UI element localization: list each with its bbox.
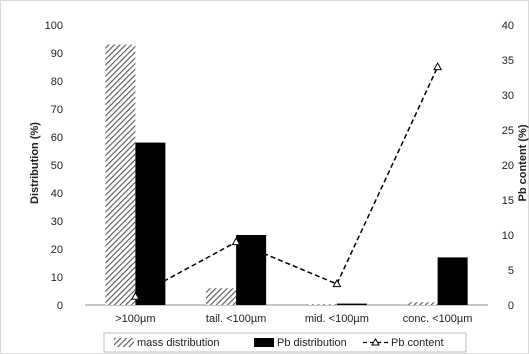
point-pb-content-tail-100-m xyxy=(231,236,241,246)
legend-box xyxy=(103,332,467,353)
bar-mass-distribution-conc-100-m xyxy=(407,302,438,305)
left-tick-label: 30 xyxy=(51,216,63,228)
legend-label-pb-content: Pb content xyxy=(391,337,444,349)
x-tick-label: >100µm xyxy=(115,313,155,325)
bars xyxy=(105,44,468,305)
right-tick-label: 30 xyxy=(502,90,514,102)
left-tick-label: 100 xyxy=(45,20,63,32)
right-tick-label: 5 xyxy=(508,265,514,277)
legend-swatch-pb-distribution xyxy=(254,338,274,347)
x-axis-ticks: >100µm tail. <100µm mid. <100µm conc. <100µ… xyxy=(115,313,472,325)
x-tick-label: conc. <100µm xyxy=(403,313,473,325)
x-tick-label: mid. <100µm xyxy=(305,313,369,325)
legend-label-mass-distribution: mass distribution xyxy=(137,337,220,349)
x-tick-label: tail. <100µm xyxy=(206,313,266,325)
right-tick-label: 15 xyxy=(502,195,514,207)
bar-pb-distribution-tail-100-m xyxy=(236,235,267,305)
left-tick-label: 80 xyxy=(51,76,63,88)
right-tick-label: 0 xyxy=(508,300,514,312)
legend-swatch-mass-distribution xyxy=(114,338,134,347)
right-tick-label: 35 xyxy=(502,55,514,67)
left-tick-label: 50 xyxy=(51,160,63,172)
bar-pb-distribution-mid-100-m xyxy=(336,303,367,305)
bar-mass-distribution-mid-100-m xyxy=(306,304,337,305)
right-axis-title: Pb content (%) xyxy=(517,124,529,201)
bar-mass-distribution-100-m xyxy=(105,44,136,305)
right-tick-label: 10 xyxy=(502,230,514,242)
bar-pb-distribution-100-m xyxy=(135,142,166,305)
left-tick-label: 20 xyxy=(51,244,63,256)
left-tick-label: 10 xyxy=(51,272,63,284)
bar-mass-distribution-tail-100-m xyxy=(206,288,237,305)
legend-marker-pb-content xyxy=(371,338,380,346)
right-axis-ticks: 0 5 10 15 20 25 30 35 40 xyxy=(502,20,514,312)
bar-pb-distribution-conc-100-m xyxy=(437,257,468,305)
right-tick-label: 25 xyxy=(502,125,514,137)
left-tick-label: 40 xyxy=(51,188,63,200)
right-tick-label: 20 xyxy=(502,160,514,172)
point-pb-content-mid-100-m xyxy=(332,278,342,288)
left-tick-label: 60 xyxy=(51,132,63,144)
left-tick-label: 70 xyxy=(51,104,63,116)
point-pb-content-conc-100-m xyxy=(433,61,443,71)
line-pb-content xyxy=(135,66,439,298)
right-tick-label: 40 xyxy=(502,20,514,32)
legend-label-pb-distribution: Pb distribution xyxy=(277,337,347,349)
legend: mass distribution Pb distribution Pb con… xyxy=(103,332,467,353)
left-axis-title: Distribution (%) xyxy=(29,122,41,204)
left-tick-label: 0 xyxy=(57,300,63,312)
point-pb-content-100-m xyxy=(130,291,140,300)
pb-content-line xyxy=(130,61,443,300)
left-axis-ticks: 0 10 20 30 40 50 60 70 80 90 100 xyxy=(45,20,63,312)
left-tick-label: 90 xyxy=(51,48,63,60)
